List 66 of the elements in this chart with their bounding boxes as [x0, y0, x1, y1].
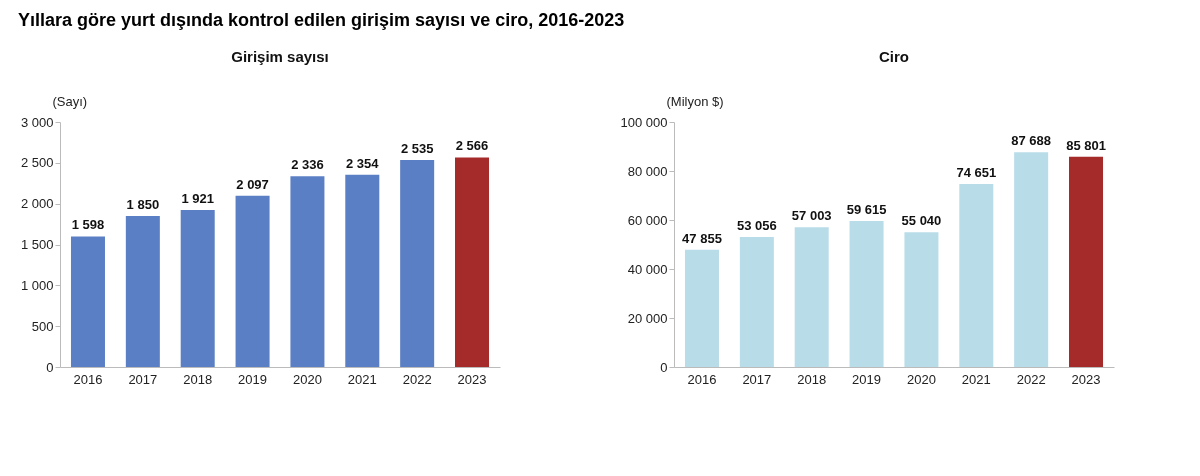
x-tick-label: 2016 — [73, 371, 103, 387]
x-tick-label: 2018 — [183, 371, 213, 387]
chart-subtitle: Girişim sayısı — [231, 48, 329, 65]
bar — [684, 249, 719, 367]
bar — [849, 220, 884, 367]
x-tick-label: 2023 — [1071, 371, 1101, 387]
data-label: 57 003 — [791, 208, 832, 224]
bar — [400, 159, 435, 367]
data-label: 55 040 — [901, 213, 942, 229]
bar — [794, 227, 829, 367]
y-tick-label: 0 — [660, 359, 668, 375]
y-tick-label: 500 — [31, 318, 54, 334]
bar — [1014, 152, 1049, 367]
y-tick-label: 1 000 — [20, 277, 54, 293]
x-tick-label: 2022 — [402, 371, 432, 387]
y-axis-title: (Milyon $) — [666, 93, 724, 109]
y-tick-label: 20 000 — [627, 310, 668, 326]
data-label: 59 615 — [846, 201, 887, 217]
data-label: 2 336 — [291, 157, 324, 173]
data-label: 2 097 — [236, 176, 269, 192]
bar — [455, 157, 490, 367]
data-label: 74 651 — [956, 165, 997, 181]
bar — [70, 236, 105, 367]
y-tick-label: 1 500 — [20, 237, 54, 252]
y-tick-label: 40 000 — [627, 261, 668, 277]
x-tick-label: 2019 — [852, 371, 882, 387]
data-label: 2 566 — [455, 138, 489, 154]
y-tick-label: 3 000 — [20, 114, 54, 130]
chart-title: Yıllara göre yurt dışında kontrol edilen girişim sayısı ve ciro, 2016-2023 — [17, 9, 626, 32]
data-label: 2 354 — [346, 155, 380, 171]
y-tick-label: 60 000 — [627, 212, 668, 228]
data-label: 53 056 — [736, 218, 777, 234]
bar — [180, 210, 215, 367]
y-axis-title: (Sayı) — [52, 93, 88, 109]
y-tick-label: 2 000 — [20, 196, 54, 212]
x-tick-label: 2018 — [797, 371, 827, 387]
bar — [345, 174, 380, 367]
bar — [235, 195, 270, 367]
y-tick-label: 100 000 — [620, 114, 668, 130]
x-tick-label: 2020 — [292, 371, 322, 387]
data-label: 1 921 — [181, 191, 214, 207]
x-tick-label: 2016 — [687, 371, 717, 387]
x-tick-label: 2023 — [457, 371, 487, 387]
bar — [125, 215, 160, 367]
data-label: 1 850 — [126, 196, 160, 212]
x-tick-label: 2020 — [906, 371, 936, 387]
data-label: 1 598 — [71, 217, 105, 233]
bar — [290, 176, 325, 367]
bar — [1069, 156, 1104, 367]
bar — [959, 184, 994, 367]
x-tick-label: 2021 — [961, 371, 991, 387]
data-label: 85 801 — [1066, 137, 1106, 153]
data-label: 87 688 — [1011, 133, 1052, 149]
x-tick-label: 2019 — [238, 371, 268, 387]
y-tick-label: 0 — [46, 359, 54, 375]
bar — [739, 237, 774, 367]
chart-title: Ciro — [879, 48, 909, 65]
x-tick-label: 2017 — [742, 371, 772, 387]
x-tick-label: 2017 — [128, 371, 158, 387]
data-label: 2 535 — [400, 140, 434, 156]
y-tick-label: 2 500 — [20, 155, 54, 171]
data-label: 47 855 — [682, 230, 722, 246]
bar — [904, 232, 939, 367]
y-tick-label: 80 000 — [627, 163, 668, 179]
x-tick-label: 2022 — [1016, 371, 1046, 387]
x-tick-label: 2021 — [347, 371, 377, 387]
